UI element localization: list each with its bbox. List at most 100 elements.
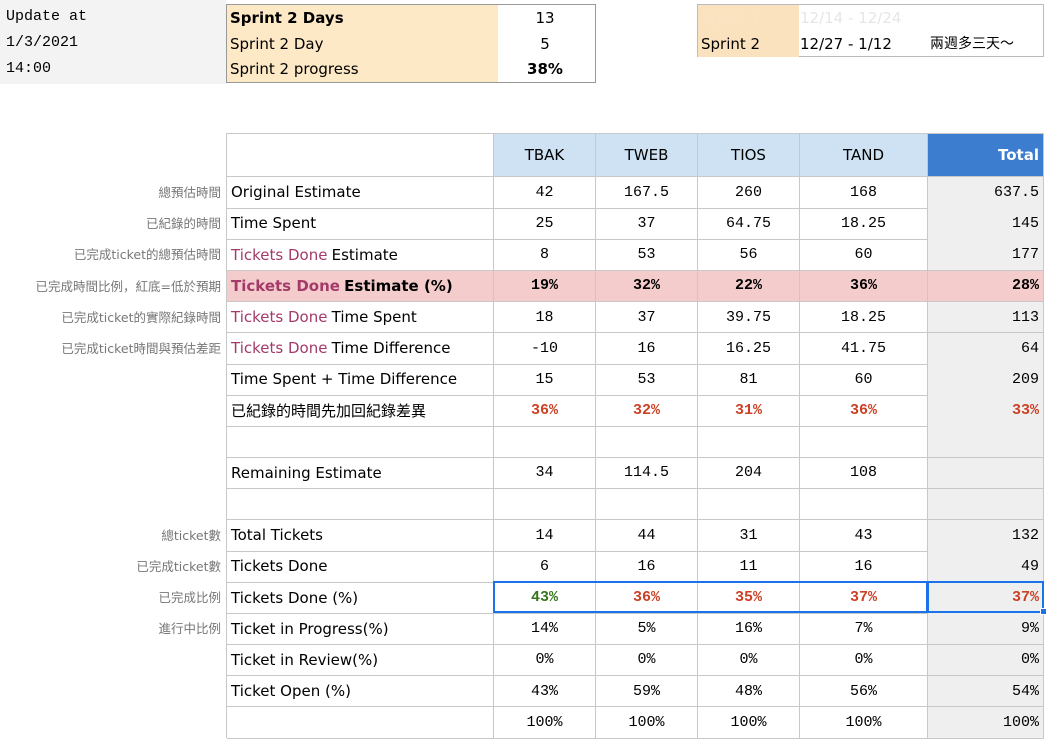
row-label: Tickets Done — [227, 551, 494, 583]
value-cell: 36% — [596, 582, 698, 614]
row-label: Time Spent — [227, 208, 494, 240]
row-note: 已完成ticket數 — [136, 559, 221, 575]
value-cell: 36% — [494, 395, 596, 427]
value-cell: 32% — [596, 270, 698, 303]
column-header: TWEB — [596, 134, 698, 177]
value-cell: 37 — [596, 208, 698, 240]
row-note: 總ticket數 — [161, 527, 221, 543]
value-cell: 0% — [494, 644, 596, 677]
sprint-box: Sprint 2 Days 13 Sprint 2 Day 5 Sprint 2 pro… — [226, 4, 596, 83]
value-cell: 36% — [800, 395, 928, 427]
value-cell: 59% — [596, 675, 698, 708]
row-note: 已完成ticket的總預估時間 — [73, 247, 221, 263]
value-cell: 18.25 — [800, 301, 928, 334]
value-cell: 145 — [928, 208, 1044, 240]
row-label — [227, 706, 494, 739]
update-time: 14:00 — [6, 60, 52, 77]
value-cell: 16.25 — [698, 332, 800, 365]
value-cell: 0% — [928, 644, 1044, 677]
empty-cell — [928, 488, 1044, 521]
value-cell: 108 — [800, 457, 928, 490]
value-cell: 60 — [800, 364, 928, 396]
value-cell: 81 — [698, 364, 800, 396]
update-label: Update at — [6, 8, 88, 25]
label-text: Tickets Done (%) — [231, 588, 359, 607]
value-cell: 204 — [698, 457, 800, 490]
value-cell: 25 — [494, 208, 596, 240]
value-cell: 39.75 — [698, 301, 800, 334]
empty-cell — [800, 426, 928, 459]
value-cell: 35% — [698, 582, 800, 614]
row-label: Tickets Done Estimate (%) — [227, 270, 494, 303]
column-header: TBAK — [494, 134, 596, 177]
label-text: 已紀錄的時間先加回紀錄差異 — [231, 402, 427, 421]
value-cell: 31 — [698, 519, 800, 552]
value-cell: 18.25 — [800, 208, 928, 240]
value-cell: 22% — [698, 270, 800, 303]
value-cell: 0% — [698, 644, 800, 677]
value-cell: 43% — [494, 582, 596, 614]
value-cell: 15 — [494, 364, 596, 396]
label-highlight: Tickets Done — [231, 308, 328, 326]
value-cell: 31% — [698, 395, 800, 427]
header-cell — [227, 134, 494, 177]
active-cell — [927, 581, 1044, 613]
value-cell: 44 — [596, 519, 698, 552]
label-text: Estimate (%) — [344, 276, 453, 295]
value-cell: 18 — [494, 301, 596, 334]
value-cell: 0% — [596, 644, 698, 677]
label-text: Tickets Done — [231, 557, 328, 576]
sprint-label: Sprint 2 Days — [227, 5, 498, 31]
row-label: Tickets Done Time Spent — [227, 301, 494, 334]
value-cell: 260 — [698, 177, 800, 209]
value-cell: 100% — [928, 706, 1044, 739]
label-highlight: Tickets Done — [231, 339, 328, 358]
value-cell: 177 — [928, 239, 1044, 271]
empty-cell — [494, 426, 596, 459]
value-cell: 16 — [596, 551, 698, 583]
value-cell: 53 — [596, 364, 698, 396]
row-label: Time Spent + Time Difference — [227, 364, 494, 396]
label-text: Ticket Open (%) — [231, 682, 351, 701]
empty-cell — [227, 426, 494, 459]
empty-cell — [928, 426, 1044, 459]
value-cell: 9% — [928, 613, 1044, 646]
sprint-label: Sprint 2 progress — [227, 56, 498, 83]
value-cell: 132 — [928, 519, 1044, 552]
label-text: Ticket in Progress(%) — [231, 619, 389, 638]
fill-handle — [1040, 608, 1047, 615]
empty-cell — [596, 488, 698, 521]
update-panel: Update at 1/3/2021 14:00 — [0, 0, 226, 84]
value-cell: 53 — [596, 239, 698, 271]
value-cell — [928, 457, 1044, 490]
value-cell: 7% — [800, 613, 928, 646]
value-cell: 64.75 — [698, 208, 800, 240]
label-text: Time Spent + Time Difference — [231, 370, 458, 389]
label-text: Total Tickets — [231, 526, 323, 545]
selection-range — [493, 581, 928, 613]
row-label: Ticket in Review(%) — [227, 644, 494, 677]
value-cell: 0% — [800, 644, 928, 677]
value-cell: 637.5 — [928, 177, 1044, 209]
value-cell: 42 — [494, 177, 596, 209]
value-cell: 168 — [800, 177, 928, 209]
value-cell: 167.5 — [596, 177, 698, 209]
label-text: Estimate — [331, 245, 398, 264]
empty-cell — [494, 488, 596, 521]
label-highlight: Tickets Done — [231, 276, 340, 295]
value-cell: 16% — [698, 613, 800, 646]
value-cell: 48% — [698, 675, 800, 708]
label-text: Time Spent — [331, 308, 417, 326]
empty-cell — [698, 488, 800, 521]
update-date: 1/3/2021 — [6, 34, 79, 51]
value-cell: -10 — [494, 332, 596, 365]
value-cell: 209 — [928, 364, 1044, 396]
value-cell: 19% — [494, 270, 596, 303]
value-cell: 16 — [800, 551, 928, 583]
row-label: Total Tickets — [227, 519, 494, 552]
row-label: Ticket Open (%) — [227, 675, 494, 708]
sprint-value: 13 — [535, 9, 555, 27]
value-cell: 41.75 — [800, 332, 928, 365]
row-note: 總預估時間 — [158, 185, 221, 201]
label-highlight: Tickets Done — [231, 245, 328, 264]
